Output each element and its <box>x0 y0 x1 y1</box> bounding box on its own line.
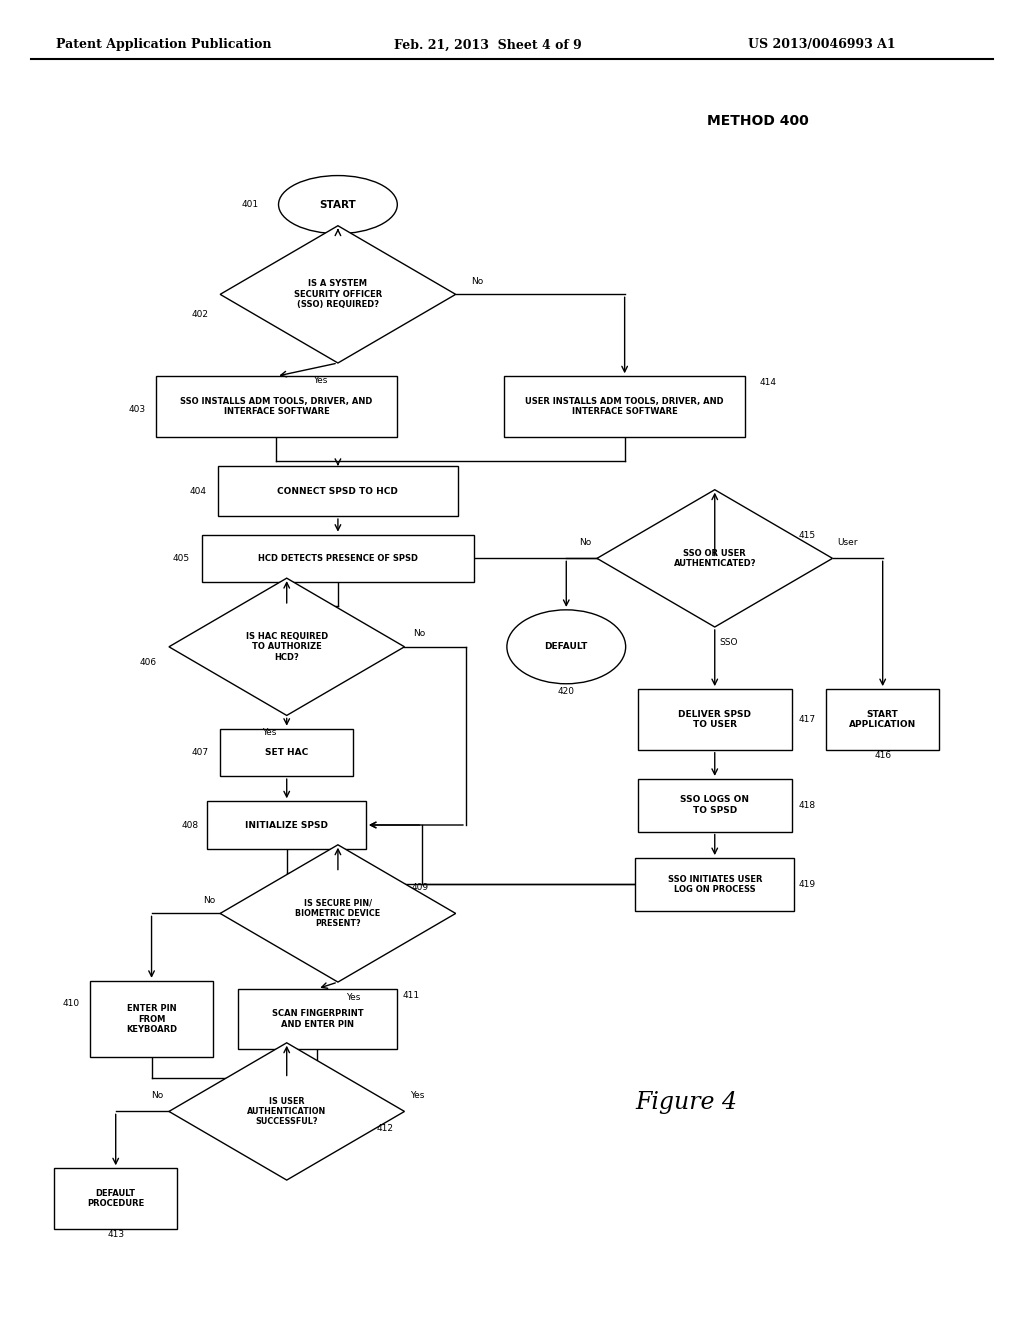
Text: Figure 4: Figure 4 <box>635 1090 737 1114</box>
FancyBboxPatch shape <box>638 689 792 750</box>
FancyBboxPatch shape <box>238 989 396 1049</box>
Text: Yes: Yes <box>410 1092 424 1100</box>
FancyBboxPatch shape <box>218 466 459 516</box>
Text: No: No <box>471 277 483 285</box>
Text: 419: 419 <box>799 880 816 888</box>
Text: START: START <box>319 199 356 210</box>
Text: 407: 407 <box>191 748 209 756</box>
Text: DELIVER SPSD
TO USER: DELIVER SPSD TO USER <box>678 710 752 729</box>
FancyBboxPatch shape <box>203 535 473 582</box>
Text: SSO INITIATES USER
LOG ON PROCESS: SSO INITIATES USER LOG ON PROCESS <box>668 875 762 894</box>
Text: 403: 403 <box>128 405 145 413</box>
Text: 401: 401 <box>242 201 259 209</box>
Text: CONNECT SPSD TO HCD: CONNECT SPSD TO HCD <box>278 487 398 495</box>
FancyBboxPatch shape <box>54 1168 177 1229</box>
Text: 416: 416 <box>874 751 891 759</box>
Text: No: No <box>413 630 425 638</box>
Text: Yes: Yes <box>262 729 276 737</box>
Text: IS HAC REQUIRED
TO AUTHORIZE
HCD?: IS HAC REQUIRED TO AUTHORIZE HCD? <box>246 632 328 661</box>
Text: ENTER PIN
FROM
KEYBOARD: ENTER PIN FROM KEYBOARD <box>126 1005 177 1034</box>
Text: USER INSTALLS ADM TOOLS, DRIVER, AND
INTERFACE SOFTWARE: USER INSTALLS ADM TOOLS, DRIVER, AND INT… <box>525 397 724 416</box>
Text: No: No <box>152 1092 164 1100</box>
Text: 409: 409 <box>412 883 429 891</box>
Ellipse shape <box>279 176 397 234</box>
Text: INITIALIZE SPSD: INITIALIZE SPSD <box>245 821 329 829</box>
Text: 414: 414 <box>760 379 777 387</box>
FancyBboxPatch shape <box>638 779 792 832</box>
Ellipse shape <box>507 610 626 684</box>
Text: Yes: Yes <box>313 376 328 384</box>
Text: SSO OR USER
AUTHENTICATED?: SSO OR USER AUTHENTICATED? <box>674 549 756 568</box>
Polygon shape <box>169 578 404 715</box>
Text: 415: 415 <box>799 532 816 540</box>
Text: 402: 402 <box>191 310 209 318</box>
Polygon shape <box>220 845 456 982</box>
Polygon shape <box>597 490 833 627</box>
Text: 420: 420 <box>558 688 574 696</box>
FancyBboxPatch shape <box>220 729 353 776</box>
Text: IS SECURE PIN/
BIOMETRIC DEVICE
PRESENT?: IS SECURE PIN/ BIOMETRIC DEVICE PRESENT? <box>295 899 381 928</box>
Text: SET HAC: SET HAC <box>265 748 308 756</box>
FancyBboxPatch shape <box>90 981 213 1057</box>
Text: User: User <box>838 539 858 546</box>
Text: METHOD 400: METHOD 400 <box>707 115 808 128</box>
Text: SSO INSTALLS ADM TOOLS, DRIVER, AND
INTERFACE SOFTWARE: SSO INSTALLS ADM TOOLS, DRIVER, AND INTE… <box>180 397 373 416</box>
Text: 404: 404 <box>189 487 207 495</box>
Text: START
APPLICATION: START APPLICATION <box>849 710 916 729</box>
Text: 412: 412 <box>377 1125 394 1133</box>
Text: DEFAULT
PROCEDURE: DEFAULT PROCEDURE <box>87 1189 144 1208</box>
Text: DEFAULT: DEFAULT <box>545 643 588 651</box>
Text: US 2013/0046993 A1: US 2013/0046993 A1 <box>748 38 895 51</box>
Polygon shape <box>169 1043 404 1180</box>
Text: IS A SYSTEM
SECURITY OFFICER
(SSO) REQUIRED?: IS A SYSTEM SECURITY OFFICER (SSO) REQUI… <box>294 280 382 309</box>
FancyBboxPatch shape <box>207 801 367 849</box>
Text: No: No <box>580 539 592 546</box>
Text: 413: 413 <box>108 1230 124 1238</box>
Text: Feb. 21, 2013  Sheet 4 of 9: Feb. 21, 2013 Sheet 4 of 9 <box>394 38 582 51</box>
Text: 410: 410 <box>62 999 80 1007</box>
FancyBboxPatch shape <box>504 376 745 437</box>
Text: Patent Application Publication: Patent Application Publication <box>56 38 271 51</box>
FancyBboxPatch shape <box>826 689 939 750</box>
Text: 408: 408 <box>181 821 199 829</box>
Text: IS USER
AUTHENTICATION
SUCCESSFUL?: IS USER AUTHENTICATION SUCCESSFUL? <box>247 1097 327 1126</box>
FancyBboxPatch shape <box>157 376 397 437</box>
Text: 417: 417 <box>799 715 816 723</box>
Text: 411: 411 <box>402 991 420 999</box>
Text: No: No <box>203 896 215 904</box>
Text: SSO LOGS ON
TO SPSD: SSO LOGS ON TO SPSD <box>680 796 750 814</box>
Text: SSO: SSO <box>720 639 738 647</box>
Text: Yes: Yes <box>346 994 360 1002</box>
Text: 406: 406 <box>139 659 157 667</box>
Polygon shape <box>220 226 456 363</box>
Text: HCD DETECTS PRESENCE OF SPSD: HCD DETECTS PRESENCE OF SPSD <box>258 554 418 562</box>
FancyBboxPatch shape <box>635 858 795 911</box>
Text: 418: 418 <box>799 801 816 809</box>
Text: SCAN FINGERPRINT
AND ENTER PIN: SCAN FINGERPRINT AND ENTER PIN <box>271 1010 364 1028</box>
Text: 405: 405 <box>172 554 189 562</box>
